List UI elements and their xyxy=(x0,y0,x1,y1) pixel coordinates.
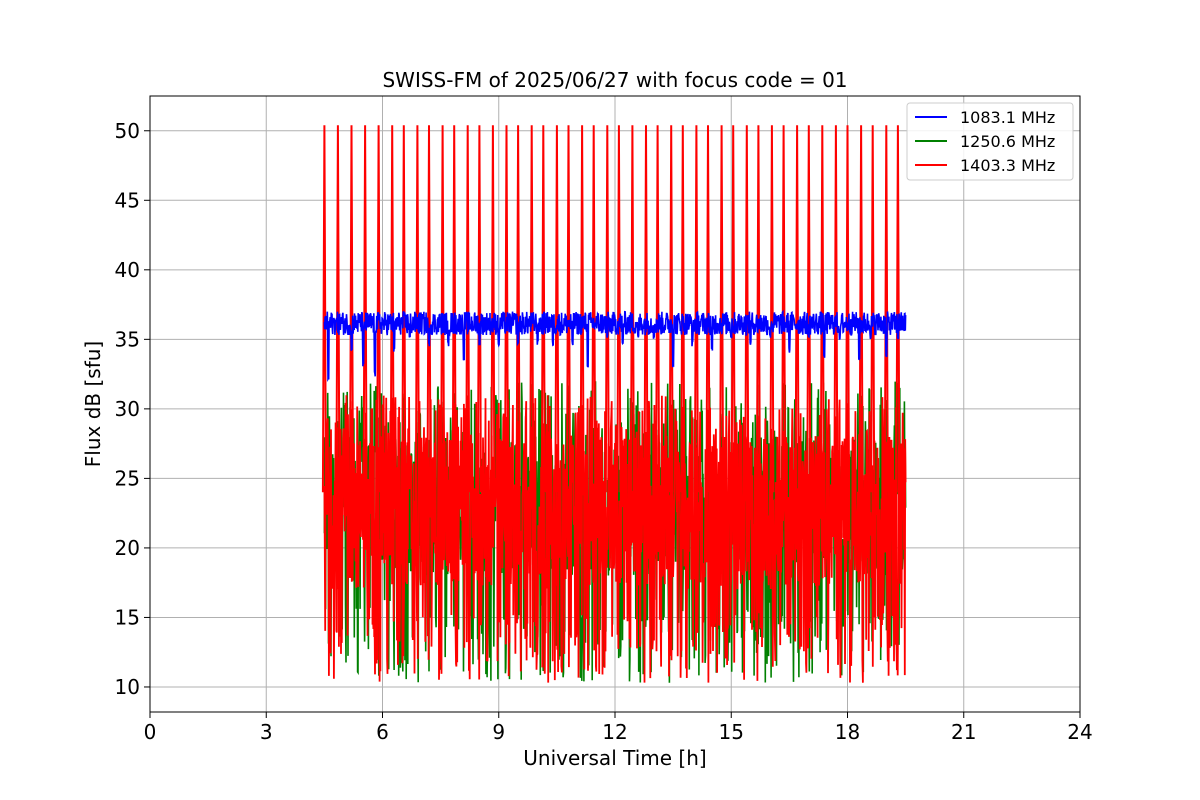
spike-1403mhz xyxy=(440,125,446,493)
spike-1403mhz xyxy=(604,125,610,493)
spike-1403mhz xyxy=(515,125,521,493)
spike-1403mhz xyxy=(389,125,395,493)
legend-box xyxy=(906,102,1074,181)
y-tick-label: 45 xyxy=(115,188,140,212)
spike-1403mhz xyxy=(616,125,622,493)
legend-label: 1083.1 MHz xyxy=(960,108,1055,127)
spike-1403mhz xyxy=(579,125,585,493)
spike-1403mhz xyxy=(554,125,560,493)
spike-1403mhz xyxy=(806,125,812,493)
spike-1403mhz xyxy=(643,125,649,493)
x-tick-label: 0 xyxy=(144,720,157,744)
spike-1403mhz xyxy=(504,125,509,493)
y-tick-label: 50 xyxy=(115,119,140,143)
spike-1403mhz xyxy=(414,125,420,493)
x-axis-title: Universal Time [h] xyxy=(523,746,706,770)
spike-1403mhz xyxy=(895,125,901,493)
x-tick-label: 3 xyxy=(260,720,273,744)
spike-1403mhz xyxy=(845,125,850,493)
spike-1403mhz xyxy=(529,125,535,493)
spike-1403mhz xyxy=(321,125,327,493)
legend-label: 1250.6 MHz xyxy=(960,132,1055,151)
spike-1403mhz xyxy=(705,125,711,493)
y-tick-label: 15 xyxy=(115,605,140,629)
spike-1403mhz xyxy=(490,125,496,493)
series-group xyxy=(321,125,907,683)
legend-label: 1403.3 MHz xyxy=(960,156,1055,175)
series-line-1403mhz xyxy=(323,395,907,683)
x-tick-label: 9 xyxy=(492,720,505,744)
spike-1403mhz xyxy=(719,125,725,493)
spike-1403mhz xyxy=(883,125,889,493)
spike-1403mhz xyxy=(476,125,482,493)
spike-1403mhz xyxy=(794,125,800,493)
x-tick-label: 15 xyxy=(719,720,744,744)
x-tick-label: 6 xyxy=(376,720,389,744)
y-tick-label: 25 xyxy=(115,466,140,490)
spike-1403mhz xyxy=(349,125,354,493)
spike-1403mhz xyxy=(680,125,686,493)
spike-1403mhz xyxy=(870,125,876,493)
y-tick-label: 35 xyxy=(115,327,140,351)
spike-1403mhz xyxy=(591,125,597,493)
y-tick-label: 20 xyxy=(115,536,140,560)
x-tick-label: 12 xyxy=(602,720,627,744)
spike-1403mhz xyxy=(566,125,571,493)
y-tick-label: 10 xyxy=(115,675,140,699)
spike-1403mhz xyxy=(755,125,761,493)
spike-1403mhz xyxy=(819,125,825,493)
spike-1403mhz xyxy=(376,125,382,493)
x-tick-label: 24 xyxy=(1067,720,1092,744)
y-tick-label: 30 xyxy=(115,397,140,421)
spike-1403mhz xyxy=(465,125,471,493)
spike-1403mhz xyxy=(451,125,457,493)
spike-1403mhz xyxy=(858,125,864,493)
spike-1403mhz xyxy=(668,125,674,493)
spike-1403mhz xyxy=(744,125,750,493)
spike-1403mhz xyxy=(362,125,368,493)
spike-1403mhz xyxy=(781,125,787,493)
x-tick-label: 18 xyxy=(835,720,860,744)
series-line-1083mhz xyxy=(323,309,907,382)
spike-1403mhz xyxy=(655,125,661,493)
axis-ticks: 0 3 6 9 12 15 18 21 24 10 15 20 25 30 35 40 45 50 xyxy=(115,119,1093,744)
chart-title: SWISS-FM of 2025/06/27 with focus code =… xyxy=(382,68,847,92)
spike-1403mhz xyxy=(629,125,635,493)
spike-1403mhz xyxy=(335,125,341,493)
spike-1403mhz xyxy=(401,125,407,493)
spike-1403mhz xyxy=(426,125,432,493)
legend: 1083.1 MHz 1250.6 MHz 1403.3 MHz xyxy=(906,102,1074,181)
x-tick-label: 21 xyxy=(951,720,976,744)
spike-1403mhz xyxy=(540,125,546,493)
spike-1403mhz xyxy=(833,125,839,493)
spike-1403mhz xyxy=(730,125,736,493)
spike-1403mhz xyxy=(693,125,699,493)
y-tick-label: 40 xyxy=(115,258,140,282)
spike-1403mhz xyxy=(769,125,775,493)
y-axis-title: Flux dB [sfu] xyxy=(81,341,105,467)
